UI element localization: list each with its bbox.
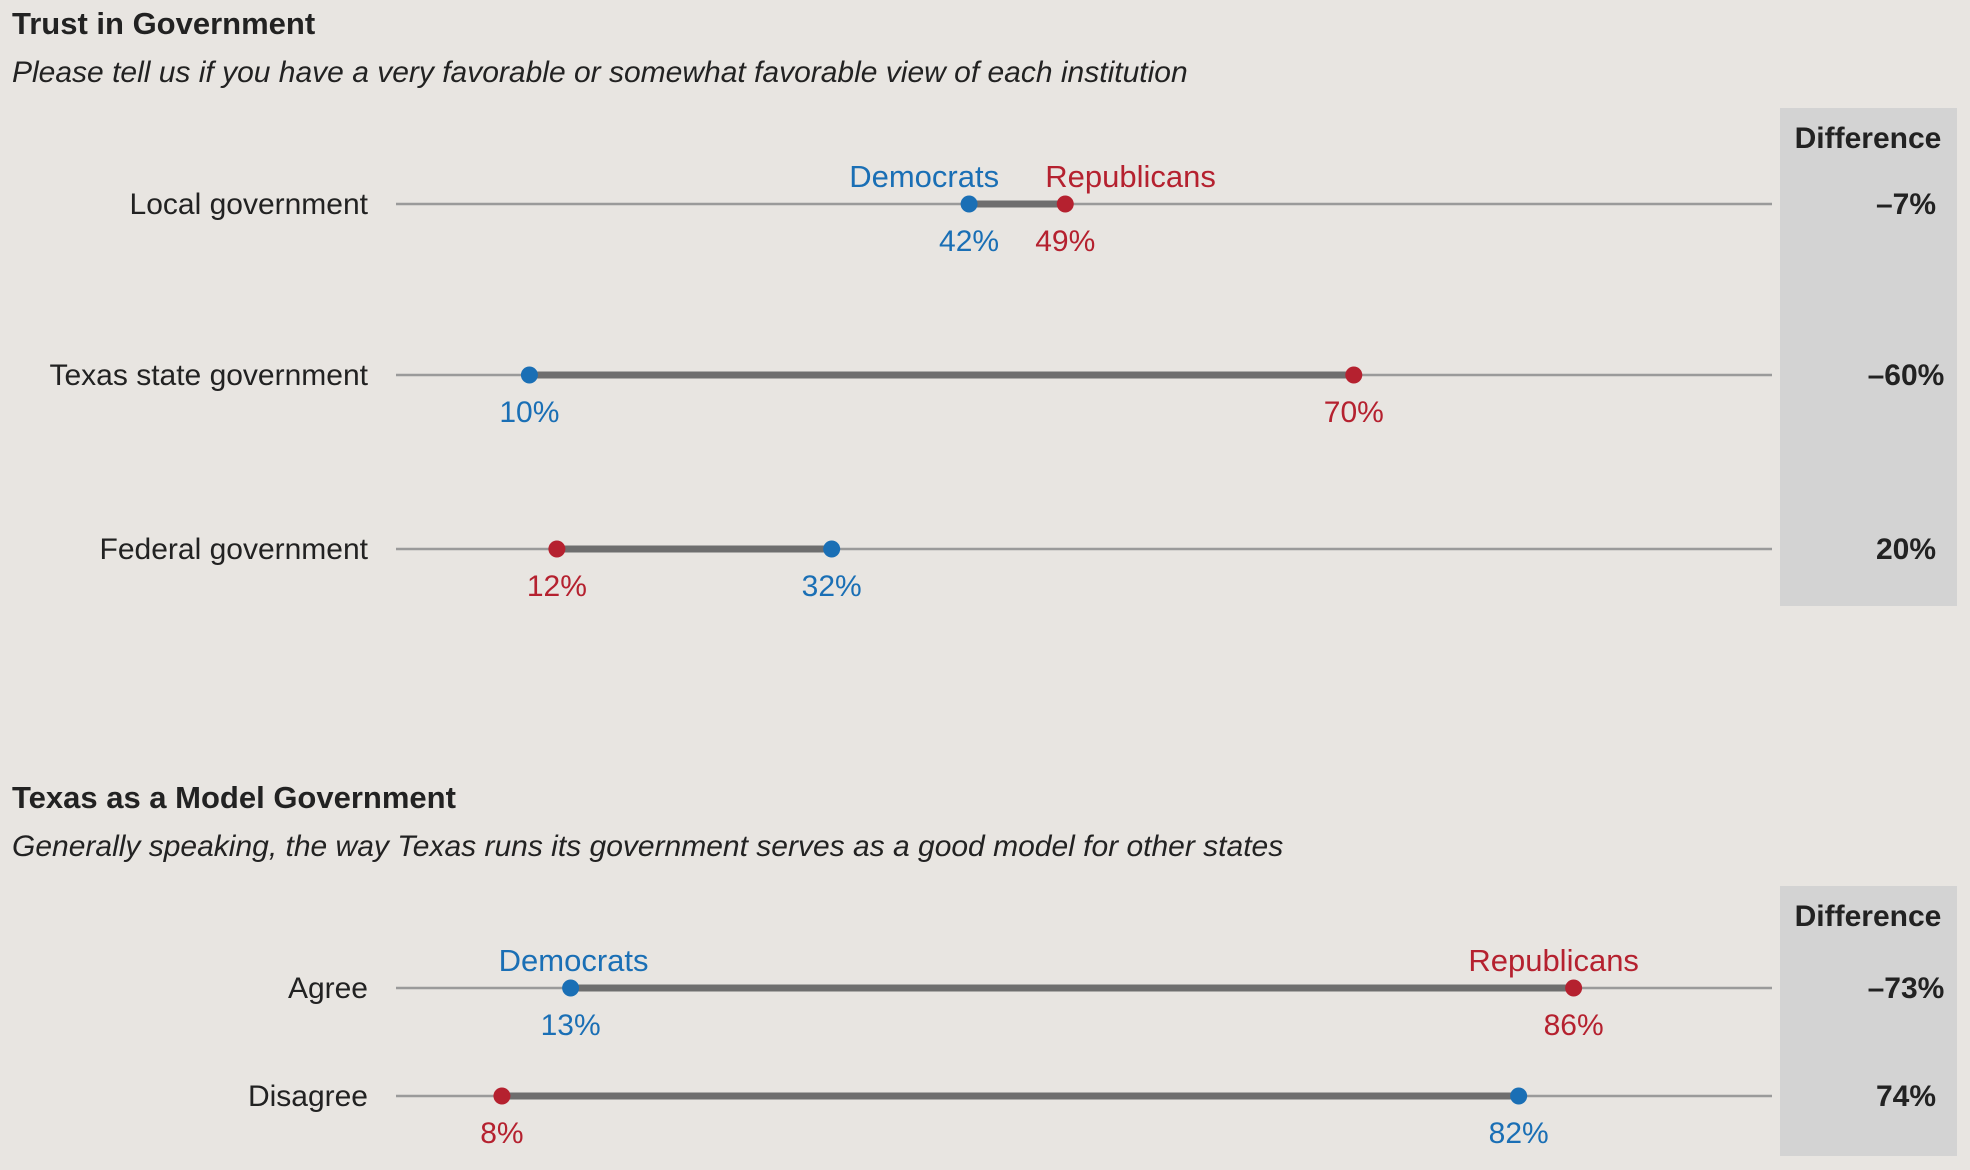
chart-subtitle: Generally speaking, the way Texas runs i… — [12, 830, 1284, 863]
difference-value: 74% — [1876, 1080, 1936, 1113]
republicans-series-label: Republicans — [1468, 943, 1639, 978]
democrats-dot — [520, 366, 538, 384]
republicans-dot — [493, 1087, 511, 1105]
row-label: Local government — [130, 188, 369, 221]
republicans-value-label: 70% — [1324, 396, 1384, 429]
democrats-dot — [1510, 1087, 1528, 1105]
republicans-dot — [1345, 366, 1363, 384]
republicans-value-label: 86% — [1544, 1009, 1604, 1042]
democrats-value-label: 13% — [541, 1009, 601, 1042]
difference-value: 20% — [1876, 533, 1936, 566]
row-label: Federal government — [100, 533, 369, 566]
republicans-dot — [1565, 979, 1583, 997]
difference-value: –60% — [1868, 359, 1945, 392]
democrats-value-label: 10% — [499, 396, 559, 429]
republicans-value-label: 8% — [480, 1117, 523, 1150]
chart-title: Texas as a Model Government — [12, 780, 456, 815]
democrats-series-label: Democrats — [499, 943, 649, 978]
row-label: Agree — [288, 972, 368, 1005]
row-label: Texas state government — [49, 359, 368, 392]
difference-header: Difference — [1795, 122, 1942, 155]
democrats-value-label: 42% — [939, 225, 999, 258]
difference-value: –7% — [1876, 188, 1936, 221]
democrats-dot — [960, 195, 978, 213]
difference-header: Difference — [1795, 900, 1942, 933]
difference-value: –73% — [1868, 972, 1945, 1005]
row-label: Disagree — [248, 1080, 368, 1113]
democrats-value-label: 32% — [802, 570, 862, 603]
republicans-dot — [1056, 195, 1074, 213]
democrats-dot — [823, 540, 841, 558]
chart-subtitle: Please tell us if you have a very favora… — [12, 56, 1188, 89]
difference-panel — [1780, 886, 1957, 1156]
democrats-value-label: 82% — [1489, 1117, 1549, 1150]
democrats-dot — [562, 979, 580, 997]
democrats-series-label: Democrats — [849, 159, 999, 194]
republicans-series-label: Republicans — [1045, 159, 1216, 194]
chart-title: Trust in Government — [12, 6, 316, 41]
difference-panel — [1780, 108, 1957, 606]
republicans-value-label: 49% — [1035, 225, 1095, 258]
republicans-dot — [548, 540, 566, 558]
republicans-value-label: 12% — [527, 570, 587, 603]
